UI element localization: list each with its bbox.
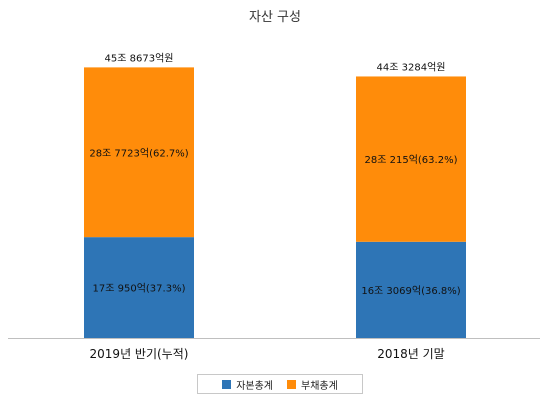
total-label-1: 44조 3284억원 — [377, 61, 446, 73]
legend-item-equity: 자본총계 — [222, 377, 273, 392]
legend-label-liabilities: 부채총계 — [301, 380, 338, 392]
legend-swatch-equity — [222, 379, 232, 389]
bar-equity-0 — [84, 237, 194, 338]
legend-label-equity: 자본총계 — [236, 380, 273, 392]
legend-swatch-liabilities — [287, 379, 296, 389]
legend-item-liabilities: 부채총계 — [287, 377, 338, 392]
bar-liabilities-0 — [84, 67, 194, 238]
data-label-liabilities-1: 28조 215억(63.2%) — [365, 154, 458, 166]
chart-title: 자산 구성 — [249, 10, 301, 25]
x-tick-label-1: 2018년 기말 — [377, 347, 444, 361]
data-label-liabilities-0: 28조 7723억(62.7%) — [89, 147, 188, 159]
data-label-equity-0: 17조 950억(37.3%) — [93, 283, 186, 295]
total-label-0: 45조 8673억원 — [105, 52, 174, 64]
bar-equity-1 — [356, 241, 466, 338]
bar-liabilities-1 — [356, 76, 466, 242]
x-tick-label-0: 2019년 반기(누적) — [90, 347, 189, 361]
data-label-equity-1: 16조 3069억(36.8%) — [361, 285, 460, 297]
chart-legend: 자본총계 부채총계 — [197, 374, 363, 394]
